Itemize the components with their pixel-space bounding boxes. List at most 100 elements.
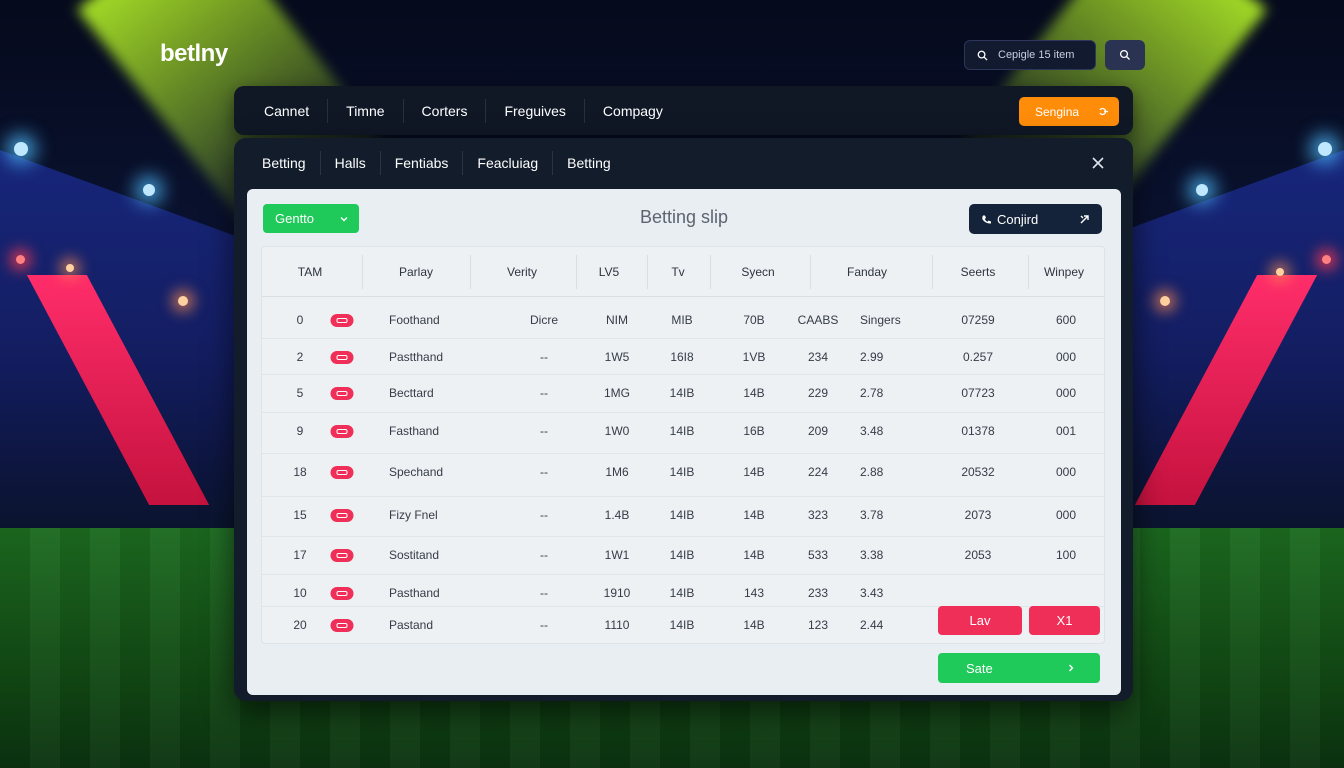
table-cell: 1MG <box>603 386 631 400</box>
nav-item-freguives[interactable]: Freguives <box>486 98 585 123</box>
table-cell: 3.78 <box>860 508 884 522</box>
main-nav: Cannet Timne Corters Freguives Compagy S… <box>234 86 1133 135</box>
betting-panel: Betting Halls Fentiabs Feacluiag Betting… <box>234 138 1133 701</box>
table-cell: 14IB <box>669 548 695 562</box>
search-icon <box>977 50 988 61</box>
table-cell: 2 <box>296 350 304 364</box>
signup-label: Sengina <box>1035 104 1080 119</box>
chevron-down-icon <box>340 216 348 221</box>
ticket-badge-icon[interactable] <box>330 587 354 600</box>
ticket-badge-icon[interactable] <box>330 351 354 364</box>
table-cell: 14IB <box>669 386 695 400</box>
table-cell: 000 <box>1055 508 1077 522</box>
column-header[interactable]: TAM <box>297 265 323 279</box>
header-divider <box>362 255 363 289</box>
table-cell: 14IB <box>669 508 695 522</box>
table-cell: 000 <box>1055 465 1077 479</box>
brand-logo[interactable]: betlny <box>160 40 228 67</box>
table-cell: 2053 <box>964 548 992 562</box>
table-cell: 000 <box>1055 350 1077 364</box>
table-cell: -- <box>540 350 548 364</box>
table-cell: 2.99 <box>860 350 884 364</box>
table-cell: 07723 <box>961 386 995 400</box>
tab-feacluiag[interactable]: Feacluiag <box>463 151 554 175</box>
x1-button[interactable]: X1 <box>1029 606 1100 635</box>
nav-item-corters[interactable]: Corters <box>404 98 487 123</box>
save-button[interactable]: Sate <box>938 653 1100 683</box>
table-cell: 14B <box>743 548 765 562</box>
nav-item-timne[interactable]: Timne <box>328 98 404 123</box>
stadium-light <box>16 255 25 264</box>
table-cell: 5 <box>296 386 304 400</box>
top-search-box[interactable]: Cepigle 15 item <box>964 40 1096 70</box>
user-icon <box>1119 49 1130 60</box>
table-cell: 14IB <box>669 618 695 632</box>
header-divider <box>932 255 933 289</box>
ticket-badge-icon[interactable] <box>330 619 354 632</box>
ticket-badge-icon[interactable] <box>330 549 354 562</box>
slip-filter-select[interactable]: Gentto <box>263 204 359 233</box>
header-divider <box>647 255 648 289</box>
table-cell: 16I8 <box>670 350 694 364</box>
column-header[interactable]: Winpey <box>1043 265 1084 279</box>
table-cell: -- <box>540 424 548 438</box>
ticket-badge-icon[interactable] <box>330 314 354 327</box>
table-cell: 1M6 <box>605 465 629 479</box>
column-header[interactable]: Seerts <box>960 265 996 279</box>
nav-item-cannet[interactable]: Cannet <box>246 98 329 123</box>
ticket-badge-icon[interactable] <box>330 509 354 522</box>
tab-halls[interactable]: Halls <box>321 151 381 175</box>
ticket-badge-icon[interactable] <box>330 466 354 479</box>
header-divider <box>710 255 711 289</box>
confirm-label: Conjird <box>997 211 1039 227</box>
stadium-light <box>1276 268 1284 276</box>
row-divider <box>262 453 1104 454</box>
ticket-badge-icon[interactable] <box>330 387 354 400</box>
slip-title: Betting slip <box>639 207 729 227</box>
table-cell: 20532 <box>961 465 995 479</box>
column-header[interactable]: Fanday <box>846 265 888 279</box>
stadium-light <box>1196 184 1208 196</box>
tab-betting-2[interactable]: Betting <box>567 155 611 171</box>
column-header[interactable]: Parlay <box>398 265 433 279</box>
expand-icon <box>1080 214 1089 223</box>
table-cell: 70B <box>743 313 765 327</box>
column-header[interactable]: Syecn <box>741 265 775 279</box>
tab-betting[interactable]: Betting <box>248 151 321 175</box>
close-icon[interactable] <box>1089 154 1107 172</box>
table-cell: -- <box>540 465 548 479</box>
table-cell: 14B <box>743 618 765 632</box>
table-cell: 9 <box>296 424 304 438</box>
table-cell: 1910 <box>603 586 631 600</box>
column-header[interactable]: Tv <box>671 265 685 279</box>
row-divider <box>262 574 1104 575</box>
confirm-button[interactable]: Conjird <box>969 204 1102 234</box>
table-cell: Foothand <box>389 313 440 327</box>
table-header: TAM Parlay Verity LV5 Tv Syecn Fanday Seerts Win… <box>262 247 1104 297</box>
table-cell: MIB <box>671 313 693 327</box>
row-divider <box>262 374 1104 375</box>
ticket-badge-icon[interactable] <box>330 425 354 438</box>
table-cell: 18 <box>293 465 307 479</box>
table-cell: 600 <box>1055 313 1077 327</box>
nav-item-compagy[interactable]: Compagy <box>602 102 663 119</box>
table-cell: 2.88 <box>860 465 884 479</box>
lav-button[interactable]: Lav <box>938 606 1022 635</box>
user-button[interactable] <box>1105 40 1145 70</box>
table-cell: Singers <box>860 313 901 327</box>
table-cell: -- <box>540 548 548 562</box>
tab-fentiabs[interactable]: Fentiabs <box>381 151 464 175</box>
column-header[interactable]: LV5 <box>598 265 620 279</box>
table-cell: -- <box>540 618 548 632</box>
column-header[interactable]: Verity <box>506 265 537 279</box>
table-cell: 1VB <box>742 350 766 364</box>
row-divider <box>262 412 1104 413</box>
signup-button[interactable]: Sengina <box>1019 97 1119 126</box>
table-cell: Fasthand <box>389 424 440 438</box>
table-cell: Pasthand <box>389 586 440 600</box>
bets-table: TAM Parlay Verity LV5 Tv Syecn Fanday Seerts Win… <box>261 246 1105 644</box>
table-cell: 14IB <box>669 586 695 600</box>
stadium-light <box>66 264 74 272</box>
table-cell: 2.78 <box>860 386 884 400</box>
row-divider <box>262 496 1104 497</box>
